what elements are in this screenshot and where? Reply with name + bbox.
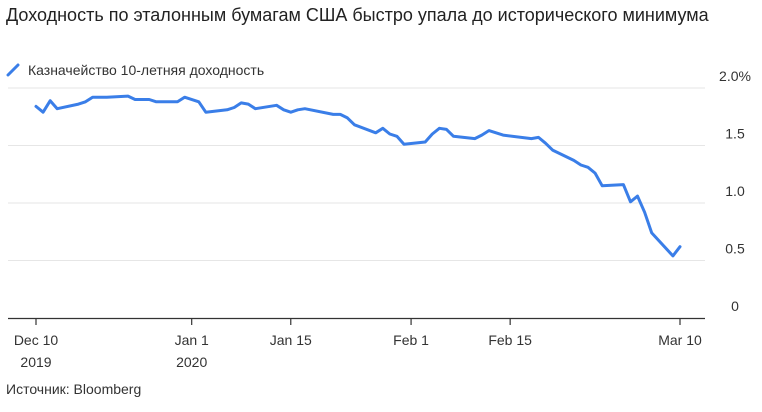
legend-line-icon <box>6 63 20 77</box>
x-tick-label: Dec 10 <box>14 332 59 348</box>
y-tick-label: 1.5 <box>725 126 745 142</box>
x-tick-label: Jan 1 <box>175 332 209 348</box>
source-note: Источник: Bloomberg <box>6 381 142 397</box>
x-tick-label: 2020 <box>176 354 207 370</box>
x-tick-label: 2019 <box>20 354 51 370</box>
chart-title: Доходность по эталонным бумагам США быст… <box>6 5 709 25</box>
x-tick-label: Jan 15 <box>270 332 312 348</box>
y-tick-label: 1.0 <box>725 183 745 199</box>
series-line <box>34 94 682 258</box>
legend-label: Казначейство 10-летняя доходность <box>28 62 265 78</box>
x-tick-label: Feb 1 <box>393 332 429 348</box>
y-tick-label: 0 <box>731 298 739 314</box>
x-tick-label: Mar 10 <box>658 332 702 348</box>
y-tick-label: 0.5 <box>725 241 745 257</box>
x-tick-label: Feb 15 <box>488 332 532 348</box>
legend: Казначейство 10-летняя доходность <box>6 60 264 80</box>
y-tick-label: 2.0% <box>719 68 751 84</box>
